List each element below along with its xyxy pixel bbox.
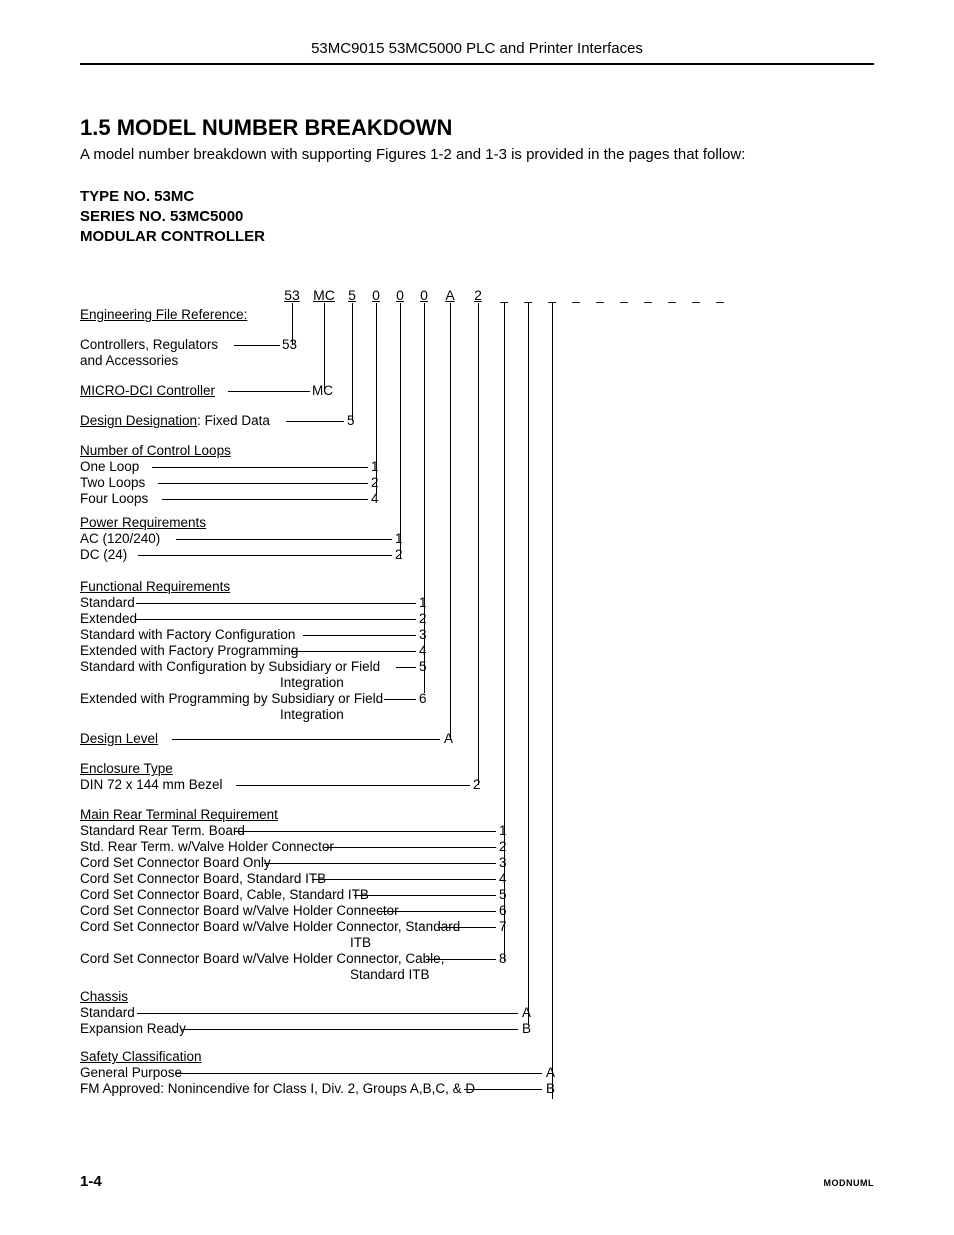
- controllers-code: 53: [282, 337, 297, 352]
- model-pos-17: _: [708, 287, 732, 303]
- safety-item: FM Approved: Nonincendive for Class I, D…: [80, 1081, 475, 1096]
- model-pos-10: _: [540, 287, 564, 303]
- chassis-item: Standard: [80, 1005, 135, 1020]
- page-header: 53MC9015 53MC5000 PLC and Printer Interf…: [80, 40, 874, 65]
- model-pos-5: 0: [412, 287, 436, 303]
- microdci-code: MC: [312, 383, 333, 398]
- rear-term-sub: Standard ITB: [350, 967, 430, 982]
- rear-term-code: 4: [499, 871, 507, 886]
- func-code: 2: [419, 611, 427, 626]
- rear-term-code: 7: [499, 919, 507, 934]
- type-line-2: SERIES NO. 53MC5000: [80, 207, 874, 227]
- enclosure-item: DIN 72 x 144 mm Bezel: [80, 777, 223, 792]
- model-pos-8: _: [492, 287, 516, 303]
- rear-term-code: 6: [499, 903, 507, 918]
- rear-term-code: 8: [499, 951, 507, 966]
- design-level-code: A: [444, 731, 453, 746]
- chassis-item: Expansion Ready: [80, 1021, 186, 1036]
- safety-header: Safety Classification: [80, 1049, 202, 1064]
- doc-code: MODNUML: [824, 1178, 875, 1188]
- func-code: 3: [419, 627, 427, 642]
- func-item: Extended with Factory Programming: [80, 643, 298, 658]
- func-sub: Integration: [280, 675, 344, 690]
- power-code: 2: [395, 547, 403, 562]
- func-code: 4: [419, 643, 427, 658]
- safety-code: B: [546, 1081, 555, 1096]
- controllers-sub: and Accessories: [80, 353, 178, 368]
- control-loops-header: Number of Control Loops: [80, 443, 231, 458]
- model-pos-2: 5: [340, 287, 364, 303]
- rear-term-item: Cord Set Connector Board w/Valve Holder …: [80, 951, 444, 966]
- model-pos-1: MC: [312, 287, 336, 303]
- control-loop-code: 1: [371, 459, 379, 474]
- section-title: 1.5 MODEL NUMBER BREAKDOWN: [80, 115, 874, 141]
- model-pos-9: _: [516, 287, 540, 303]
- func-item: Standard with Factory Configuration: [80, 627, 295, 642]
- intro-text: A model number breakdown with supporting…: [80, 145, 874, 165]
- model-pos-0: 53: [280, 287, 304, 303]
- model-pos-16: _: [684, 287, 708, 303]
- design-level: Design Level: [80, 731, 158, 746]
- rear-term-item: Cord Set Connector Board w/Valve Holder …: [80, 919, 460, 934]
- func-code: 6: [419, 691, 427, 706]
- power-item: DC (24): [80, 547, 127, 562]
- func-item: Standard with Configuration by Subsidiar…: [80, 659, 380, 674]
- rear-term-item: Cord Set Connector Board, Cable, Standar…: [80, 887, 369, 902]
- func-sub: Integration: [280, 707, 344, 722]
- control-loop-item: One Loop: [80, 459, 139, 474]
- rear-term-code: 3: [499, 855, 507, 870]
- type-line-1: TYPE NO. 53MC: [80, 187, 874, 207]
- model-pos-11: _: [564, 287, 588, 303]
- safety-code: A: [546, 1065, 555, 1080]
- model-breakdown-diagram: 53MC5000A2__________Engineering File Ref…: [80, 287, 874, 1127]
- rear-term-code: 2: [499, 839, 507, 854]
- control-loop-item: Two Loops: [80, 475, 145, 490]
- model-pos-15: _: [660, 287, 684, 303]
- page-footer: 1-4 MODNUML: [80, 1173, 874, 1190]
- design-desig: Design Designation: Fixed Data: [80, 413, 270, 428]
- model-pos-4: 0: [388, 287, 412, 303]
- rear-term-item: Cord Set Connector Board, Standard ITB: [80, 871, 326, 886]
- microdci-label: MICRO-DCI Controller: [80, 383, 215, 398]
- chassis-code: A: [522, 1005, 531, 1020]
- rear-term-item: Cord Set Connector Board Only: [80, 855, 271, 870]
- func-item: Extended: [80, 611, 137, 626]
- rear-term-item: Standard Rear Term. Board: [80, 823, 245, 838]
- model-pos-3: 0: [364, 287, 388, 303]
- eng-file-ref: Engineering File Reference:: [80, 307, 247, 322]
- func-item: Extended with Programming by Subsidiary …: [80, 691, 383, 706]
- model-pos-7: 2: [466, 287, 490, 303]
- model-pos-13: _: [612, 287, 636, 303]
- enclosure-code: 2: [473, 777, 481, 792]
- type-line-3: MODULAR CONTROLLER: [80, 227, 874, 247]
- power-code: 1: [395, 531, 403, 546]
- func-item: Standard: [80, 595, 135, 610]
- rear-term-item: Std. Rear Term. w/Valve Holder Connector: [80, 839, 334, 854]
- func-code: 5: [419, 659, 427, 674]
- rear-term-item: Cord Set Connector Board w/Valve Holder …: [80, 903, 399, 918]
- model-pos-6: A: [438, 287, 462, 303]
- power-header: Power Requirements: [80, 515, 206, 530]
- model-pos-12: _: [588, 287, 612, 303]
- safety-item: General Purpose: [80, 1065, 182, 1080]
- controllers-label: Controllers, Regulators: [80, 337, 218, 352]
- model-pos-14: _: [636, 287, 660, 303]
- control-loop-code: 2: [371, 475, 379, 490]
- func-header: Functional Requirements: [80, 579, 230, 594]
- enclosure-header: Enclosure Type: [80, 761, 173, 776]
- design-desig-code: 5: [347, 413, 355, 428]
- func-code: 1: [419, 595, 427, 610]
- rear-term-code: 5: [499, 887, 507, 902]
- rear-term-code: 1: [499, 823, 507, 838]
- control-loop-item: Four Loops: [80, 491, 148, 506]
- rear-term-header: Main Rear Terminal Requirement: [80, 807, 278, 822]
- type-block: TYPE NO. 53MC SERIES NO. 53MC5000 MODULA…: [80, 187, 874, 248]
- power-item: AC (120/240): [80, 531, 160, 546]
- control-loop-code: 4: [371, 491, 379, 506]
- chassis-code: B: [522, 1021, 531, 1036]
- rear-term-sub: ITB: [350, 935, 371, 950]
- page-number: 1-4: [80, 1173, 102, 1190]
- chassis-header: Chassis: [80, 989, 128, 1004]
